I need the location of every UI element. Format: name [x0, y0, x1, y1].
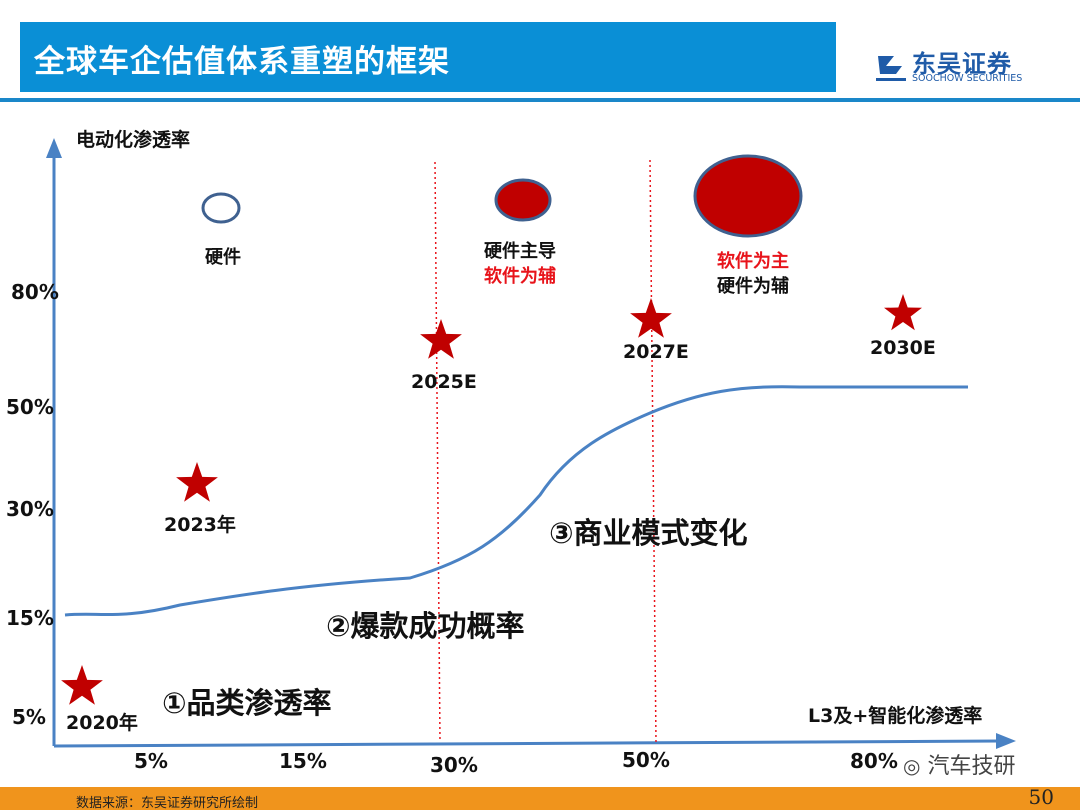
marker-2027-label: 2027E: [623, 341, 689, 363]
y-tick-5: 5%: [12, 705, 46, 729]
y-tick-15: 15%: [6, 606, 54, 630]
hardware-bubble: [201, 192, 241, 224]
x-axis-arrow: [996, 733, 1016, 749]
star-2023-icon: [176, 462, 218, 502]
marker-2030-label: 2030E: [870, 337, 936, 359]
penetration-curve: [64, 385, 968, 617]
x-axis-title: L3及+智能化渗透率: [808, 705, 983, 727]
stage-1-label: ①品类渗透率: [162, 686, 332, 720]
marker-2020-label: 2020年: [66, 712, 138, 734]
marker-2025-label: 2025E: [411, 371, 477, 393]
software-led-bubble: [693, 154, 803, 238]
stage-2-label: ②爆款成功概率: [326, 609, 525, 643]
x-axis: [53, 739, 1001, 748]
y-tick-80: 80%: [11, 280, 59, 304]
x-tick-15: 15%: [279, 749, 327, 773]
bubble3-line2: 硬件为辅: [717, 276, 789, 297]
page-title: 全球车企估值体系重塑的框架: [34, 44, 450, 80]
title-bar: [20, 22, 836, 92]
bubble2-line1: 硬件主导: [484, 241, 556, 262]
x-tick-80: 80%: [850, 749, 898, 773]
divider-50: [649, 159, 657, 743]
stage-3-label: ③商业模式变化: [549, 516, 748, 550]
x-tick-30: 30%: [430, 753, 478, 777]
page-number: 50: [1028, 785, 1054, 809]
header-rule: [0, 98, 1080, 102]
y-axis-arrow: [46, 138, 62, 158]
watermark: ◎ 汽车技研: [903, 748, 1015, 780]
x-tick-5: 5%: [134, 749, 168, 773]
logo-name: 东吴证券: [912, 50, 1012, 78]
hardware-led-bubble: [494, 178, 552, 222]
star-2030-icon: [884, 294, 922, 331]
x-tick-50: 50%: [622, 748, 670, 772]
divider-30: [434, 161, 441, 743]
star-2027-icon: [630, 298, 672, 338]
bubble-hardware-label: 硬件: [205, 247, 241, 268]
y-tick-30: 30%: [6, 497, 54, 521]
star-2020-icon: [61, 665, 103, 705]
bubble3-line1: 软件为主: [717, 251, 789, 272]
watermark-text: 汽车技研: [927, 754, 1016, 779]
footer-bar: [0, 787, 1080, 810]
y-axis-title: 电动化渗透率: [76, 129, 191, 151]
y-tick-50: 50%: [6, 395, 54, 419]
marker-2023-label: 2023年: [164, 514, 236, 536]
logo-icon: [876, 56, 906, 81]
bubble2-line2: 软件为辅: [484, 266, 556, 287]
logo-en: SOOCHOW SECURITIES: [912, 73, 1023, 84]
footer-source: 数据来源：东吴证券研究所绘制: [76, 796, 259, 811]
wechat-icon: ◎: [903, 754, 921, 778]
star-2025-icon: [420, 319, 462, 359]
